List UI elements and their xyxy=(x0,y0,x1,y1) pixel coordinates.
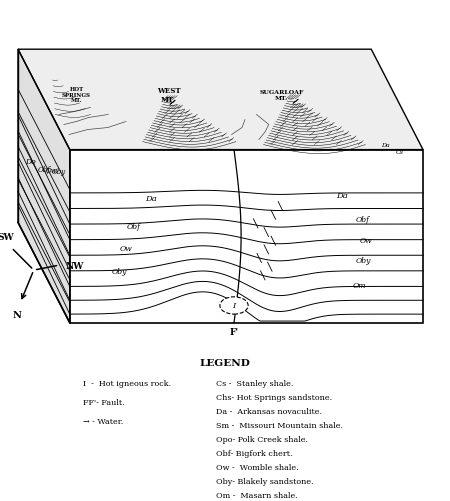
Text: Oby: Oby xyxy=(51,167,66,175)
Text: FF'- Fault.: FF'- Fault. xyxy=(83,398,125,406)
Text: Chs- Hot Springs sandstone.: Chs- Hot Springs sandstone. xyxy=(216,393,332,401)
Text: Do: Do xyxy=(26,158,36,165)
Text: Sm -  Missouri Mountain shale.: Sm - Missouri Mountain shale. xyxy=(216,421,343,429)
Text: Da: Da xyxy=(145,195,157,203)
Text: Da -  Arkansas novaculite.: Da - Arkansas novaculite. xyxy=(216,407,322,415)
Text: Da: Da xyxy=(381,143,389,148)
Text: Da: Da xyxy=(336,191,348,199)
Text: Oby- Blakely sandstone.: Oby- Blakely sandstone. xyxy=(216,477,314,485)
Text: Oby: Oby xyxy=(355,257,371,265)
Text: Ow: Ow xyxy=(46,166,58,174)
Text: Obf: Obf xyxy=(356,215,370,223)
Text: NW: NW xyxy=(65,261,84,270)
Text: Cs -  Stanley shale.: Cs - Stanley shale. xyxy=(216,379,293,387)
Text: Cs: Cs xyxy=(395,150,403,155)
Text: Ow: Ow xyxy=(120,245,133,253)
Text: HOT
SPRINGS
MT.: HOT SPRINGS MT. xyxy=(62,87,91,103)
Text: WEST
MT.: WEST MT. xyxy=(157,87,180,104)
Text: I  -  Hot igneous rock.: I - Hot igneous rock. xyxy=(83,379,171,387)
Ellipse shape xyxy=(220,297,248,315)
Polygon shape xyxy=(18,50,70,323)
Text: Obf: Obf xyxy=(126,222,140,230)
Text: Oby: Oby xyxy=(112,268,127,275)
Text: → - Water.: → - Water. xyxy=(83,417,123,425)
Polygon shape xyxy=(70,150,423,323)
Text: Om -  Masarn shale.: Om - Masarn shale. xyxy=(216,491,298,499)
Text: SUGARLOAF
MT.: SUGARLOAF MT. xyxy=(259,90,304,100)
Text: Om: Om xyxy=(353,281,366,289)
Text: SW: SW xyxy=(0,233,14,242)
Text: Obf- Bigfork chert.: Obf- Bigfork chert. xyxy=(216,449,292,457)
Polygon shape xyxy=(18,50,423,150)
Text: Ow -  Womble shale.: Ow - Womble shale. xyxy=(216,463,299,471)
Text: Obf: Obf xyxy=(37,165,50,173)
Text: N: N xyxy=(12,311,21,320)
Text: Ow: Ow xyxy=(360,236,373,244)
Text: Opo- Polk Creek shale.: Opo- Polk Creek shale. xyxy=(216,435,308,443)
Text: LEGEND: LEGEND xyxy=(199,358,251,367)
Text: F': F' xyxy=(230,328,238,337)
Text: I: I xyxy=(232,302,236,310)
